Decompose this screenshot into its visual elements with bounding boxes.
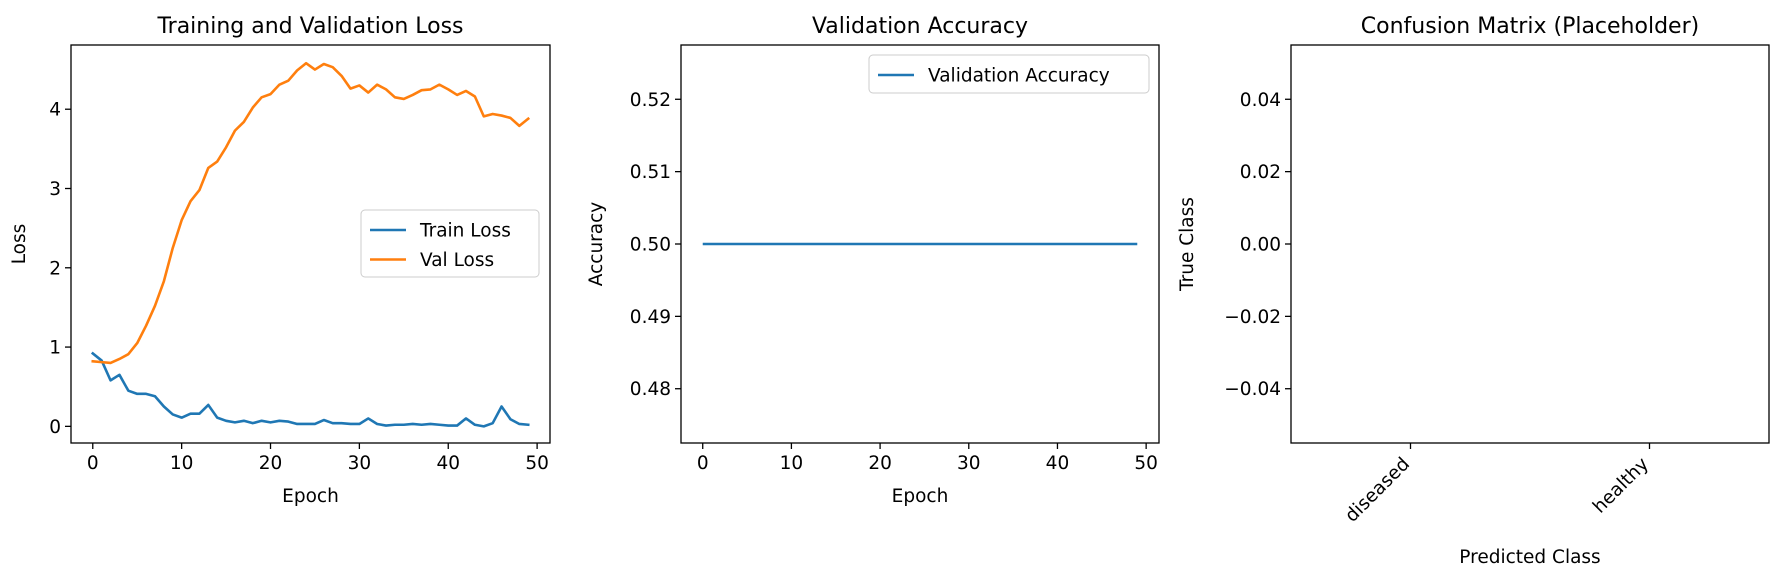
y-tick-label-0-2: 2	[49, 258, 61, 279]
accuracy-chart: Validation Accuracy 0.48 0.49 0.50 0.51 0.52 0…	[586, 14, 1160, 507]
y-axis-label-0: Loss	[9, 224, 30, 265]
y-tick-label-0-3: 3	[49, 179, 61, 200]
y-tick-label-2-1: −0.02	[1224, 307, 1281, 328]
y-tick-label-1-0: 0.48	[630, 379, 671, 400]
y-tick-label-0-0: 0	[49, 417, 61, 438]
x-axis-label-1: Epoch	[892, 486, 949, 507]
x-tick-label-diseased: diseased	[1341, 454, 1414, 527]
x-tick-label-0-5: 50	[525, 453, 549, 474]
y-tick-label-1-1: 0.49	[630, 307, 671, 328]
legend-label-0-0: Train Loss	[419, 221, 511, 242]
x-tick-label-1-3: 30	[957, 453, 981, 474]
y-tick-label-0-4: 4	[49, 100, 61, 121]
y-tick-label-0-1: 1	[49, 338, 61, 359]
y-axis-label-1: Accuracy	[586, 202, 607, 287]
y-tick-label-1-3: 0.51	[630, 162, 671, 183]
y-tick-label-2-0: −0.04	[1224, 379, 1281, 400]
chart-title-0: Training and Validation Loss	[156, 14, 463, 39]
y-tick-label-1-2: 0.50	[630, 235, 671, 256]
series-line-train-loss	[90, 351, 530, 428]
y-tick-label-2-2: 0.00	[1240, 235, 1281, 256]
x-tick-label-1-5: 50	[1134, 453, 1158, 474]
plot-frame-0	[70, 44, 551, 444]
legend-label-1-0: Validation Accuracy	[928, 66, 1110, 87]
x-axis-label-2: Predicted Class	[1459, 547, 1600, 568]
plot-frame-2	[1290, 44, 1770, 444]
x-tick-label-healthy: healthy	[1589, 454, 1653, 518]
chart-title-2: Confusion Matrix (Placeholder)	[1361, 14, 1699, 39]
y-tick-label-1-4: 0.52	[630, 90, 671, 111]
x-axis-label-0: Epoch	[282, 486, 339, 507]
x-tick-label-0-2: 20	[259, 453, 283, 474]
x-tick-label-1-4: 40	[1046, 453, 1070, 474]
x-tick-label-1-2: 20	[868, 453, 892, 474]
y-tick-label-2-4: 0.04	[1240, 90, 1281, 111]
series-line-val-loss	[91, 61, 531, 365]
y-axis-label-2: True Class	[1177, 197, 1198, 292]
confusion-matrix-chart: Confusion Matrix (Placeholder) −0.04 −0.02…	[1177, 14, 1770, 568]
x-tick-label-1-1: 10	[780, 453, 804, 474]
chart-title-1: Validation Accuracy	[812, 14, 1028, 39]
x-tick-label-1-0: 0	[697, 453, 709, 474]
x-tick-label-0-4: 40	[436, 453, 460, 474]
x-tick-label-0-0: 0	[87, 453, 99, 474]
legend-label-0-1: Val Loss	[420, 250, 494, 271]
legend-box-1	[868, 54, 1150, 94]
y-tick-label-2-3: 0.02	[1240, 162, 1281, 183]
x-tick-label-0-1: 10	[170, 453, 194, 474]
x-tick-label-0-3: 30	[348, 453, 372, 474]
